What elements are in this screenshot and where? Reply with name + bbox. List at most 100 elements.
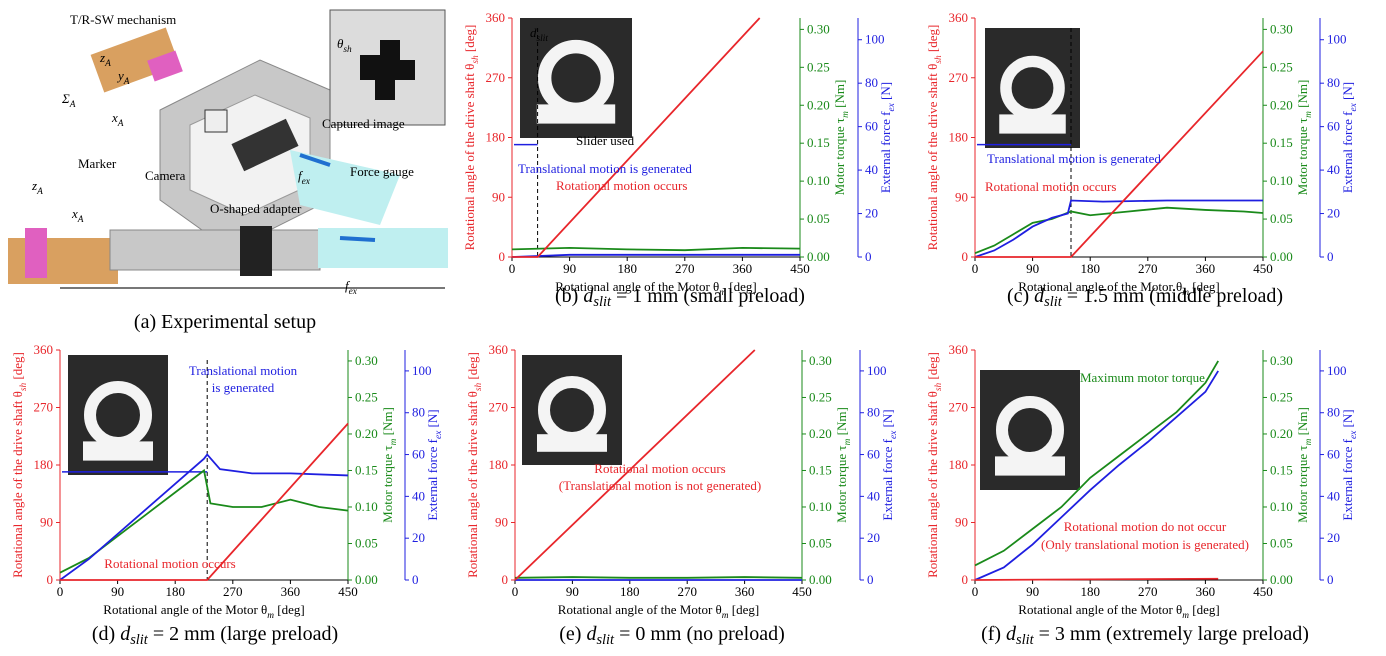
side-mechanism (8, 238, 118, 284)
y2-axis-label-part: [Nm] (832, 80, 847, 111)
annotation-sub: slit (537, 34, 549, 44)
y2-tick-label: 0.25 (1270, 389, 1293, 404)
y3-axis-label: External force fex [N] (878, 82, 897, 193)
y3-tick-label: 80 (412, 405, 425, 420)
y2-axis-label-part: Motor torque τ (832, 118, 847, 195)
y2-tick-label: 0.30 (355, 353, 378, 368)
setup-label-part: Σ (61, 91, 70, 106)
y2-tick-label: 0.05 (355, 535, 378, 550)
y3-axis-label-part: External force f (878, 111, 893, 193)
y-tick-label: 0 (499, 249, 506, 264)
y-axis-label-part: Rotational angle of the drive shaft θ (925, 64, 940, 251)
y2-axis-label-part: [Nm] (834, 407, 849, 438)
y2-axis-label-part: Motor torque τ (380, 445, 395, 522)
y2-axis-label-part: [Nm] (1295, 407, 1310, 438)
annotation-part: (Only translational motion is generated) (1041, 537, 1249, 552)
setup-label: Marker (78, 156, 117, 171)
y2-tick-label: 0.15 (1270, 135, 1293, 150)
x-tick-label: 360 (1196, 584, 1216, 599)
x-tick-label: 90 (1026, 584, 1039, 599)
y-tick-label: 360 (486, 10, 506, 25)
caption: (b) dslit = 1 mm (small preload) (555, 285, 805, 310)
x-tick-label: 90 (1026, 261, 1039, 276)
y3-tick-label: 0 (1327, 249, 1334, 264)
y3-tick-label: 20 (865, 206, 878, 221)
setup-label: zA (31, 178, 43, 197)
setup-label-sub: A (77, 215, 84, 225)
y2-tick-label: 0.20 (1270, 426, 1293, 441)
y2-tick-label: 0.25 (809, 389, 832, 404)
y2-tick-label: 0.10 (809, 499, 832, 514)
y2-axis-label-part: Motor torque τ (1295, 445, 1310, 522)
caption-part: (d) (92, 623, 120, 645)
x-tick-label: 180 (1080, 584, 1100, 599)
y3-tick-label: 20 (1327, 206, 1340, 221)
photo-base (995, 456, 1065, 475)
setup-label-sub: A (36, 187, 43, 197)
annotation-part: Translational motion is generated (518, 161, 692, 176)
annotation: (Only translational motion is generated) (1041, 537, 1249, 552)
annotation-part: Translational motion is generated (987, 151, 1161, 166)
y3-tick-label: 40 (867, 488, 880, 503)
y2-axis-label-part: [Nm] (1295, 80, 1310, 111)
y3-tick-label: 100 (1327, 32, 1347, 47)
setup-label-part: Force gauge (350, 164, 414, 179)
setup-label: fex (345, 278, 358, 297)
y-tick-label: 90 (492, 189, 505, 204)
annotation-part: Rotational motion occurs (594, 461, 725, 476)
y-tick-label: 360 (949, 10, 969, 25)
y2-axis-label: Motor torque τm [Nm] (834, 407, 853, 523)
setup-label: T/R-SW mechanism (70, 12, 176, 27)
y3-axis-label-part: External force f (880, 438, 895, 520)
y3-axis-label-part: External force f (425, 438, 440, 520)
x-tick-label: 180 (620, 584, 640, 599)
caption-part: = 1 mm (small preload) (611, 285, 805, 307)
y3-axis-label-part: [N] (880, 409, 895, 430)
x-tick-label: 180 (617, 261, 637, 276)
y-tick-label: 90 (955, 515, 968, 530)
series-line (512, 248, 800, 250)
annotation: Rotational motion occurs (594, 461, 725, 476)
x-tick-label: 0 (972, 261, 979, 276)
x-tick-label: 90 (566, 584, 579, 599)
y2-axis-label: Motor torque τm [Nm] (1295, 407, 1314, 523)
caption-part: (f) (981, 623, 1006, 645)
y3-tick-label: 20 (867, 530, 880, 545)
caption-sub: slit (1044, 294, 1063, 310)
y2-tick-label: 0.15 (809, 462, 832, 477)
x-axis-label-part: Rotational angle of the Motor θ (1018, 602, 1182, 617)
x-tick-label: 270 (675, 261, 695, 276)
y-tick-label: 180 (949, 130, 969, 145)
setup-label-sub: A (104, 59, 111, 69)
setup-label: Force gauge (350, 164, 414, 179)
series-line (975, 208, 1263, 254)
setup-label-part: Marker (78, 156, 117, 171)
y3-axis-label-part: External force f (1340, 111, 1355, 193)
y3-tick-label: 0 (867, 572, 874, 587)
y2-tick-label: 0.05 (1270, 211, 1293, 226)
y-axis-label-part: Rotational angle of the drive shaft θ (925, 391, 940, 578)
annotation: Translational motion (189, 363, 298, 378)
x-tick-label: 270 (677, 584, 697, 599)
y3-tick-label: 60 (1327, 447, 1340, 462)
annotation-part: (Translational motion is not generated) (559, 478, 761, 493)
x-axis-label-part: Rotational angle of the Motor θ (103, 602, 267, 617)
y-axis-label-part: [deg] (10, 352, 25, 383)
y-axis-label-part: Rotational angle of the drive shaft θ (462, 64, 477, 251)
setup-label: xA (71, 206, 84, 225)
y-tick-label: 180 (949, 457, 969, 472)
y-axis-label-part: [deg] (465, 352, 480, 383)
setup-label: xA (111, 110, 124, 129)
y-tick-label: 0 (502, 572, 509, 587)
y3-tick-label: 0 (865, 249, 872, 264)
x-tick-label: 360 (1196, 261, 1216, 276)
y-tick-label: 0 (962, 249, 969, 264)
y3-tick-label: 60 (412, 447, 425, 462)
y-tick-label: 270 (489, 400, 509, 415)
annotation-part: Slider used (576, 133, 635, 148)
caption: (f) dslit = 3 mm (extremely large preloa… (981, 623, 1309, 648)
y2-tick-label: 0.10 (1270, 499, 1293, 514)
caption-sub: slit (130, 632, 149, 648)
caption: (e) dslit = 0 mm (no preload) (559, 623, 785, 648)
x-tick-label: 0 (512, 584, 519, 599)
